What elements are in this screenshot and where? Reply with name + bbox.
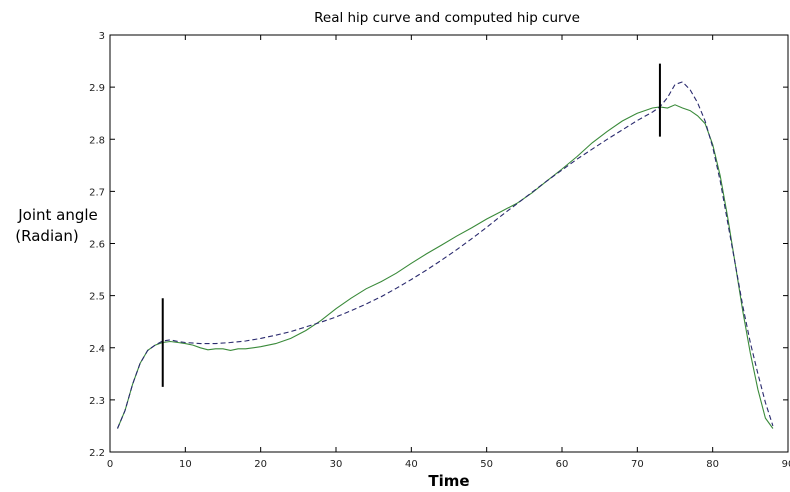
series-line-computed (116, 81, 774, 429)
chart-title: Real hip curve and computed hip curve (314, 10, 580, 26)
y-tick-label: 2.2 (89, 448, 105, 459)
y-axis-label-line1: Joint angle (17, 206, 98, 224)
marker-layer (161, 63, 661, 387)
y-axis: 2.2 2.3 2.4 2.5 2.6 2.7 2.8 2.9 3 (89, 31, 788, 459)
y-axis-label-line2: (Radian) (15, 227, 78, 245)
y-tick-label: 2.6 (89, 240, 105, 251)
y-tick-label: 2.8 (89, 135, 105, 146)
y-tick-label: 2.9 (89, 83, 105, 94)
x-tick-label: 80 (706, 459, 719, 470)
y-tick-label: 2.7 (89, 187, 105, 198)
x-tick-label: 70 (631, 459, 644, 470)
x-tick-label: 20 (254, 459, 267, 470)
series-line-real (116, 104, 774, 429)
x-axis-label: Time (428, 472, 469, 490)
series-layer (116, 81, 774, 429)
x-axis: 0 10 20 30 40 50 60 70 80 90 (107, 35, 790, 470)
plot-area (109, 34, 789, 453)
x-tick-label: 90 (782, 459, 790, 470)
y-tick-label: 2.5 (89, 292, 105, 303)
axes-frame (109, 34, 789, 453)
x-tick-label: 40 (405, 459, 418, 470)
y-tick-label: 2.3 (89, 396, 105, 407)
x-tick-label: 0 (107, 459, 113, 470)
x-tick-label: 10 (179, 459, 192, 470)
y-tick-label: 2.4 (89, 344, 105, 355)
x-tick-label: 30 (330, 459, 343, 470)
x-tick-label: 60 (556, 459, 569, 470)
x-tick-label: 50 (480, 459, 493, 470)
y-tick-label: 3 (99, 31, 105, 42)
